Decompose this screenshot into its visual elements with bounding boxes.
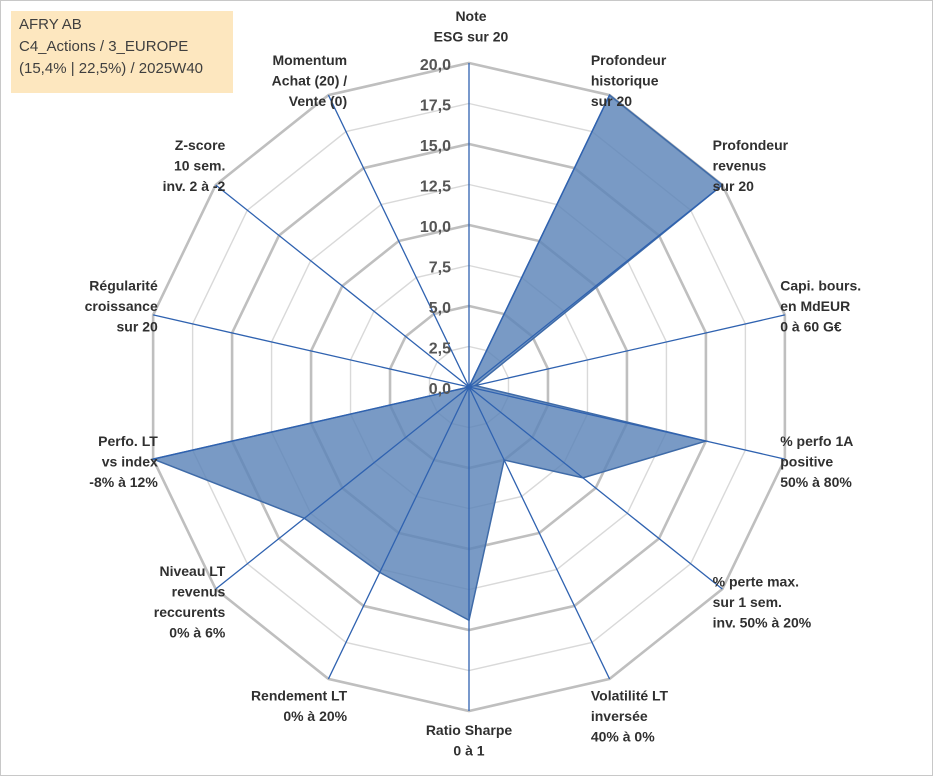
category-label-line: -8% à 12% (89, 474, 158, 490)
tick-label: 12,5 (420, 179, 451, 196)
category-label-line: 0% à 6% (169, 625, 226, 641)
axis-spoke (152, 314, 470, 388)
category-label-line: revenus (713, 158, 767, 174)
category-label-line: Ratio Sharpe (426, 722, 513, 738)
category-label: Perfo. LT vs index -8% à 12% (89, 433, 158, 490)
category-label-line: Note (455, 8, 486, 24)
tick-label: 0,0 (429, 381, 451, 398)
category-label: Note ESG sur 20 (434, 8, 509, 45)
category-label-line: Rendement LT (251, 687, 348, 703)
info-line-1: AFRY AB (19, 16, 82, 33)
category-label: Régularité croissance sur 20 (85, 277, 158, 334)
axis-spoke (468, 386, 611, 680)
category-label-line: Achat (20) / (272, 73, 348, 89)
category-label-line: % perte max. (713, 573, 799, 589)
category-label-line: sur 20 (591, 93, 632, 109)
category-label: % perte max. sur 1 sem. inv. 50% à 20% (713, 573, 812, 630)
info-line-3: (15,4% | 22,5%) / 2025W40 (19, 60, 203, 77)
axis-spoke (468, 386, 786, 460)
category-label: Volatilité LT inversée 40% à 0% (591, 687, 669, 744)
category-label-line: Z-score (175, 137, 226, 153)
tick-label: 7,5 (429, 260, 451, 277)
axis-spoke (468, 314, 786, 388)
category-label-line: historique (591, 73, 659, 89)
category-label-line: inv. 2 à -2 (163, 178, 226, 194)
axis-spoke (152, 386, 470, 460)
category-label-line: 0 à 60 G€ (780, 318, 842, 334)
category-label-line: Profondeur (591, 52, 667, 68)
category-label: Ratio Sharpe 0 à 1 (426, 722, 513, 759)
category-label-line: en MdEUR (780, 298, 850, 314)
tick-label: 2,5 (429, 341, 451, 358)
axis-spoke (215, 386, 470, 590)
category-label-line: 0 à 1 (453, 743, 484, 759)
axis-spoke (327, 386, 470, 680)
category-label: Z-score 10 sem. inv. 2 à -2 (163, 137, 226, 194)
info-line-2: C4_Actions / 3_EUROPE (19, 38, 189, 55)
category-label-line: reccurents (154, 604, 226, 620)
data-area (150, 93, 724, 622)
tick-label: 17,5 (420, 98, 451, 115)
tick-label: 20,0 (420, 57, 451, 74)
category-label: Profondeur revenus sur 20 (713, 137, 789, 194)
category-label-line: 10 sem. (174, 158, 225, 174)
category-label-line: 40% à 0% (591, 728, 655, 744)
category-label-line: positive (780, 454, 833, 470)
category-label: Capi. bours. en MdEUR 0 à 60 G€ (780, 277, 861, 334)
axis-spoke (468, 386, 723, 590)
category-label-line: Profondeur (713, 137, 789, 153)
category-label-line: Perfo. LT (98, 433, 158, 449)
category-label: Momentum Achat (20) / Vente (0) (272, 52, 348, 109)
category-label-line: Volatilité LT (591, 687, 669, 703)
category-label-line: Capi. bours. (780, 277, 861, 293)
category-label-line: vs index (102, 454, 158, 470)
category-label-line: sur 1 sem. (713, 594, 782, 610)
category-label-line: croissance (85, 298, 158, 314)
tick-label: 15,0 (420, 138, 451, 155)
category-label-line: Régularité (89, 277, 158, 293)
axis-spoke (327, 94, 470, 388)
category-label-line: 50% à 80% (780, 474, 852, 490)
category-label: Profondeur historique sur 20 (591, 52, 667, 109)
tick-label: 10,0 (420, 219, 451, 236)
category-label-line: 0% à 20% (283, 708, 347, 724)
category-label-line: Momentum (272, 52, 347, 68)
category-label-line: sur 20 (713, 178, 754, 194)
category-label-line: Niveau LT (159, 563, 225, 579)
axis-spoke (468, 94, 611, 388)
category-label-line: % perfo 1A (780, 433, 853, 449)
axis-spoke (215, 184, 470, 388)
category-label: Niveau LT revenus reccurents 0% à 6% (154, 563, 226, 641)
info-box: AFRY AB C4_Actions / 3_EUROPE (15,4% | 2… (11, 11, 233, 93)
category-label-line: inv. 50% à 20% (713, 614, 812, 630)
category-label-line: sur 20 (117, 318, 158, 334)
category-label-line: ESG sur 20 (434, 29, 509, 45)
axis-spoke (468, 184, 723, 388)
category-label-line: inversée (591, 708, 648, 724)
category-label: % perfo 1A positive 50% à 80% (780, 433, 853, 490)
category-label: Rendement LT 0% à 20% (251, 687, 348, 724)
category-label-line: Vente (0) (289, 93, 347, 109)
category-label-line: revenus (172, 584, 226, 600)
tick-label: 5,0 (429, 300, 451, 317)
